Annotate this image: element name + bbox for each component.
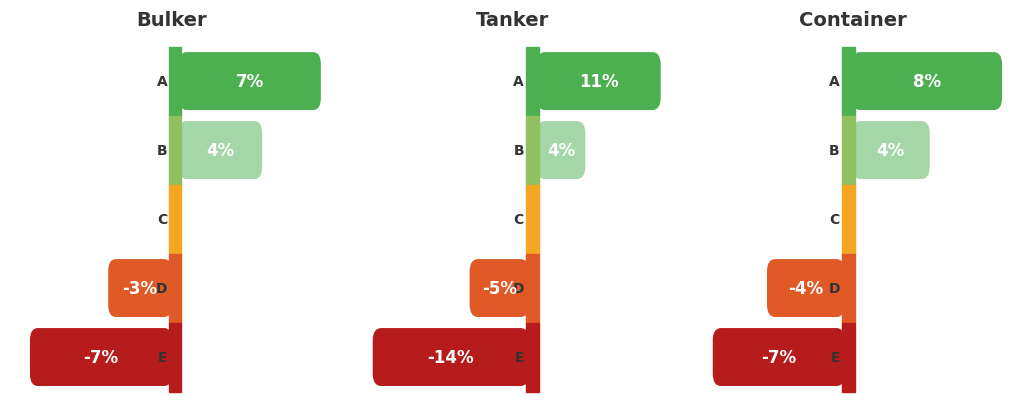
Text: -4%: -4% bbox=[788, 279, 823, 297]
Bar bbox=[526, 254, 540, 323]
Text: D: D bbox=[512, 281, 524, 295]
Bar bbox=[842, 254, 855, 323]
FancyBboxPatch shape bbox=[537, 122, 586, 180]
Text: C: C bbox=[514, 213, 524, 226]
FancyBboxPatch shape bbox=[852, 122, 930, 180]
Text: -3%: -3% bbox=[123, 279, 158, 297]
Text: A: A bbox=[829, 75, 840, 89]
FancyBboxPatch shape bbox=[373, 328, 529, 386]
Text: -7%: -7% bbox=[761, 348, 797, 366]
Title: Tanker: Tanker bbox=[475, 11, 549, 30]
Text: 7%: 7% bbox=[236, 73, 264, 91]
Bar bbox=[842, 116, 855, 185]
Text: 8%: 8% bbox=[913, 73, 941, 91]
FancyBboxPatch shape bbox=[537, 53, 660, 111]
Bar bbox=[169, 116, 181, 185]
Text: 11%: 11% bbox=[579, 73, 618, 91]
Text: B: B bbox=[829, 144, 840, 158]
Text: 4%: 4% bbox=[547, 142, 575, 160]
Text: -5%: -5% bbox=[482, 279, 517, 297]
FancyBboxPatch shape bbox=[852, 53, 1002, 111]
FancyBboxPatch shape bbox=[179, 53, 321, 111]
Text: 4%: 4% bbox=[877, 142, 905, 160]
FancyBboxPatch shape bbox=[30, 328, 172, 386]
FancyBboxPatch shape bbox=[767, 259, 845, 317]
Title: Bulker: Bulker bbox=[136, 11, 207, 30]
FancyBboxPatch shape bbox=[470, 259, 529, 317]
Bar bbox=[526, 323, 540, 392]
Bar bbox=[169, 323, 181, 392]
Text: D: D bbox=[156, 281, 167, 295]
Text: A: A bbox=[157, 75, 167, 89]
Text: B: B bbox=[513, 144, 524, 158]
Text: C: C bbox=[829, 213, 840, 226]
Text: B: B bbox=[157, 144, 167, 158]
Bar bbox=[842, 323, 855, 392]
Bar bbox=[842, 47, 855, 116]
Bar bbox=[169, 47, 181, 116]
Text: E: E bbox=[158, 350, 167, 364]
Bar bbox=[526, 116, 540, 185]
Text: -7%: -7% bbox=[83, 348, 119, 366]
FancyBboxPatch shape bbox=[179, 122, 262, 180]
Text: E: E bbox=[514, 350, 524, 364]
Text: E: E bbox=[830, 350, 840, 364]
Text: A: A bbox=[513, 75, 524, 89]
Bar bbox=[526, 185, 540, 254]
Text: -14%: -14% bbox=[428, 348, 474, 366]
Bar bbox=[842, 185, 855, 254]
FancyBboxPatch shape bbox=[109, 259, 172, 317]
Text: C: C bbox=[157, 213, 167, 226]
Text: D: D bbox=[828, 281, 840, 295]
Bar bbox=[169, 254, 181, 323]
Bar bbox=[169, 185, 181, 254]
Title: Container: Container bbox=[799, 11, 906, 30]
FancyBboxPatch shape bbox=[713, 328, 845, 386]
Text: 4%: 4% bbox=[207, 142, 234, 160]
Bar bbox=[526, 47, 540, 116]
